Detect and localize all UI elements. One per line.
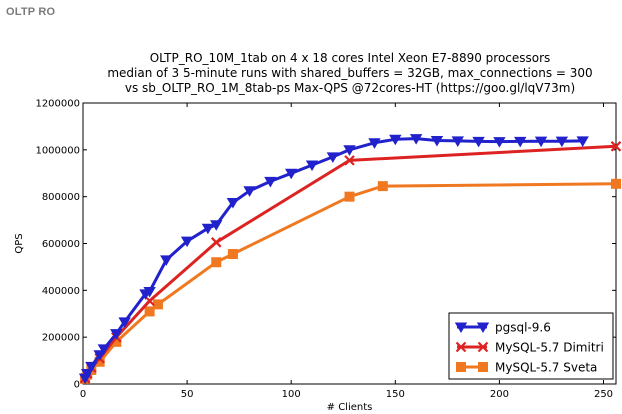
page-header: OLTP RO xyxy=(6,6,56,18)
data-point xyxy=(97,344,111,355)
data-point xyxy=(285,168,298,180)
series-0 xyxy=(78,134,589,385)
chart-title-line: OLTP_RO_10M_1tab on 4 x 18 cores Intel X… xyxy=(150,51,551,65)
data-point xyxy=(201,223,215,235)
legend-entry: MySQL-5.7 Sveta xyxy=(456,361,597,375)
legend-marker xyxy=(478,362,488,372)
data-point xyxy=(210,220,223,231)
data-point xyxy=(472,136,485,148)
data-point xyxy=(344,191,355,202)
y-tick-label: 0 xyxy=(74,380,80,391)
y-axis-label: QPS xyxy=(14,233,25,253)
data-point xyxy=(264,176,277,188)
data-point xyxy=(243,186,256,197)
x-tick-label: 200 xyxy=(490,389,509,400)
data-point xyxy=(451,136,464,147)
series-lines xyxy=(78,134,622,385)
data-point xyxy=(389,134,402,146)
legend-label: MySQL-5.7 Sveta xyxy=(495,361,597,375)
data-point xyxy=(180,236,194,248)
x-axis-label: # Clients xyxy=(327,402,373,413)
data-point xyxy=(80,368,94,380)
data-point xyxy=(534,136,548,148)
legend-label: pgsql-9.6 xyxy=(495,321,551,335)
data-point xyxy=(409,134,423,145)
data-point xyxy=(118,317,131,328)
legend-marker xyxy=(454,322,468,334)
x-tick-label: 50 xyxy=(181,389,194,400)
data-point xyxy=(152,299,163,310)
x-tick-label: 250 xyxy=(594,389,613,400)
data-point xyxy=(144,306,155,317)
chart-title-line: median of 3 5-minute runs with shared_bu… xyxy=(107,66,592,80)
data-point xyxy=(85,361,98,373)
y-tick-label: 1200000 xyxy=(35,99,80,110)
data-point xyxy=(210,237,222,248)
data-point xyxy=(143,286,156,298)
legend-marker xyxy=(476,322,490,334)
data-point xyxy=(514,136,527,148)
data-point xyxy=(368,138,381,149)
legend-marker xyxy=(477,341,489,353)
axis-ticks: 0 200000 400000 600000 800000 1000000 1200000 0… xyxy=(35,99,616,400)
data-point xyxy=(555,136,569,148)
y-tick-label: 800000 xyxy=(42,192,80,203)
data-point xyxy=(610,141,622,152)
data-point xyxy=(611,178,621,189)
chart-title-line: vs sb_OLTP_RO_1M_8tab-ps Max-QPS @72core… xyxy=(125,81,575,95)
legend-marker xyxy=(455,341,467,353)
y-tick-label: 600000 xyxy=(42,239,80,250)
legend-marker xyxy=(456,362,466,372)
legend: pgsql-9.6 MySQL-5.7 Dimitri MySQL-5.7 Svet… xyxy=(448,312,614,380)
y-tick-label: 200000 xyxy=(42,333,80,344)
data-point xyxy=(305,160,319,172)
data-point xyxy=(160,255,173,266)
data-point xyxy=(576,136,589,147)
y-tick-label: 1000000 xyxy=(35,145,80,156)
data-point xyxy=(226,197,240,209)
chart-title: OLTP_RO_10M_1tab on 4 x 18 cores Intel X… xyxy=(107,51,592,95)
legend-label: MySQL-5.7 Dimitri xyxy=(495,341,604,355)
data-point xyxy=(377,181,388,192)
data-point xyxy=(344,155,355,166)
data-point xyxy=(110,329,123,340)
x-tick-label: 150 xyxy=(386,389,405,400)
data-point xyxy=(93,350,106,361)
legend-entry: MySQL-5.7 Dimitri xyxy=(455,341,604,355)
x-tick-label: 0 xyxy=(80,389,86,400)
data-point xyxy=(430,135,444,147)
data-point xyxy=(343,145,356,156)
x-tick-label: 100 xyxy=(282,389,301,400)
data-point xyxy=(227,249,238,260)
legend-entry: pgsql-9.6 xyxy=(454,321,551,335)
data-point xyxy=(326,152,340,163)
data-point xyxy=(493,137,506,148)
data-point xyxy=(211,257,222,268)
y-tick-label: 400000 xyxy=(42,286,80,297)
